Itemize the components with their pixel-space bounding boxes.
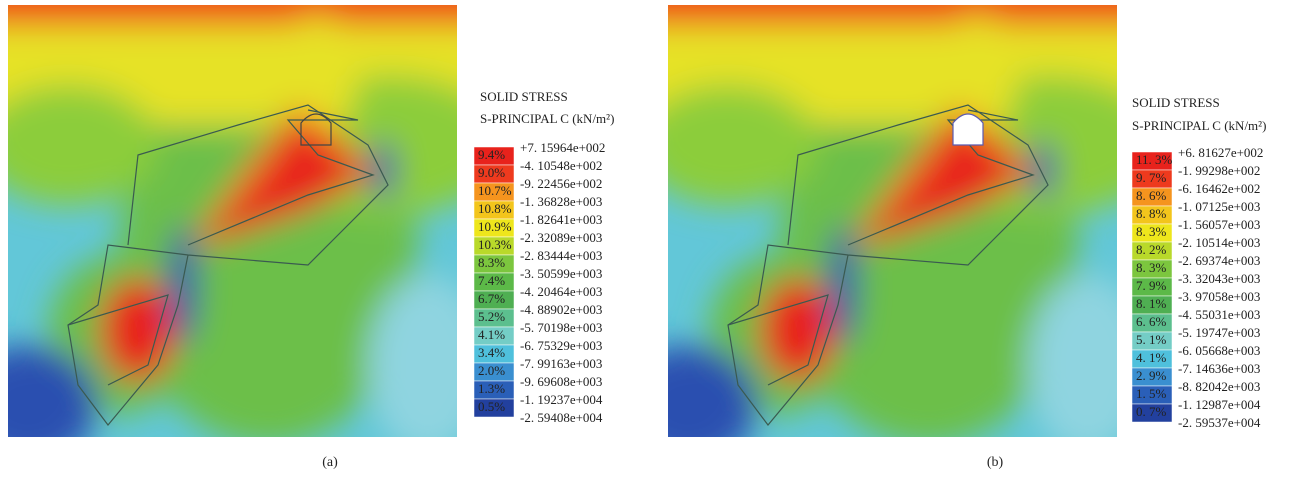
legend-value: -1. 56057e+003 (1178, 217, 1260, 232)
legend-percent: 7.4% (478, 273, 505, 288)
legend-percent: 0.5% (478, 399, 505, 414)
contour-plot (0, 0, 508, 465)
legend-title: S-PRINCIPAL C (kN/m²) (480, 111, 614, 126)
legend-percent: 10.7% (478, 183, 512, 198)
legend-value: -4. 55031e+003 (1178, 307, 1260, 322)
legend-percent: 8. 1% (1136, 296, 1167, 311)
tunnel (953, 114, 983, 145)
legend-value: -4. 20464e+003 (520, 284, 602, 299)
legend-value: +7. 15964e+002 (520, 140, 605, 155)
legend-value: -2. 83444e+003 (520, 248, 602, 263)
legend-percent: 3.4% (478, 345, 505, 360)
legend-percent: 10.3% (478, 237, 512, 252)
legend-value: -1. 82641e+003 (520, 212, 602, 227)
legend-percent: 2.0% (478, 363, 505, 378)
caption: (a) (322, 455, 338, 470)
legend-percent: 6. 6% (1136, 314, 1167, 329)
legend-value: -7. 99163e+003 (520, 356, 602, 371)
legend-percent: 7. 9% (1136, 278, 1167, 293)
stress-region (1028, 275, 1148, 455)
stress-region (0, 0, 498, 25)
legend-percent: 1.3% (478, 381, 505, 396)
stress-region (368, 275, 488, 455)
legend-value: -1. 12987e+004 (1178, 397, 1261, 412)
stress-region (1031, 140, 1055, 200)
legend-title: S-PRINCIPAL C (kN/m²) (1132, 118, 1266, 133)
legend-percent: 6.7% (478, 291, 505, 306)
legend-percent: 8. 8% (1136, 206, 1167, 221)
legend-percent: 9. 7% (1136, 170, 1167, 185)
legend-percent: 8. 2% (1136, 242, 1167, 257)
legend-percent: 5. 1% (1136, 332, 1167, 347)
legend-value: -5. 70198e+003 (520, 320, 602, 335)
stress-region (760, 278, 836, 382)
legend-value: -9. 69608e+003 (520, 374, 602, 389)
legend-value: -1. 99298e+002 (1178, 163, 1260, 178)
legend-percent: 10.8% (478, 201, 512, 216)
legend-value: -6. 16462e+002 (1178, 181, 1260, 196)
legend-value: -2. 69374e+003 (1178, 253, 1260, 268)
stress-region (638, 85, 818, 205)
legend-value: -1. 36828e+003 (520, 194, 602, 209)
legend-value: -6. 75329e+003 (520, 338, 602, 353)
legend-value: -2. 32089e+003 (520, 230, 602, 245)
legend-percent: 5.2% (478, 309, 505, 324)
legend-value: -4. 88902e+003 (520, 302, 602, 317)
legend-value: -7. 14636e+003 (1178, 361, 1260, 376)
legend-percent: 8. 3% (1136, 260, 1167, 275)
legend-percent: 9.4% (478, 147, 505, 162)
legend-percent: 0. 7% (1136, 404, 1167, 419)
legend-value: -2. 10514e+003 (1178, 235, 1260, 250)
legend-value: -1. 19237e+004 (520, 392, 603, 407)
legend-value: -6. 05668e+003 (1178, 343, 1260, 358)
legend-percent: 8.3% (478, 255, 505, 270)
legend-percent: 1. 5% (1136, 386, 1167, 401)
legend-value: -3. 50599e+003 (520, 266, 602, 281)
legend-percent: 9.0% (478, 165, 505, 180)
legend-value: -1. 07125e+003 (1178, 199, 1260, 214)
legend-value: -8. 82042e+003 (1178, 379, 1260, 394)
legend-percent: 8. 6% (1136, 188, 1167, 203)
legend-percent: 11. 3% (1136, 152, 1173, 167)
legend-value: -4. 10548e+002 (520, 158, 602, 173)
figure: SOLID STRESS S-PRINCIPAL C (kN/m²) SOLID… (0, 0, 1314, 477)
legend-value: -5. 19747e+003 (1178, 325, 1260, 340)
legend-value: -2. 59408e+004 (520, 410, 603, 425)
legend-value: -3. 97058e+003 (1178, 289, 1260, 304)
caption: (b) (987, 455, 1004, 470)
legend-title: SOLID STRESS (1132, 95, 1220, 110)
legend-value: -9. 22456e+002 (520, 176, 602, 191)
legend-value: -2. 59537e+004 (1178, 415, 1261, 430)
legend-percent: 10.9% (478, 219, 512, 234)
legend-percent: 8. 3% (1136, 224, 1167, 239)
legend-percent: 4.1% (478, 327, 505, 342)
stress-region (100, 278, 176, 382)
contour-plot (618, 0, 1168, 465)
legend-value: -3. 32043e+003 (1178, 271, 1260, 286)
stress-region (618, 345, 758, 465)
legend-title: SOLID STRESS (480, 89, 568, 104)
stress-region (371, 140, 395, 200)
legend-value: +6. 81627e+002 (1178, 145, 1263, 160)
stress-region (628, 0, 1158, 25)
legend-percent: 2. 9% (1136, 368, 1167, 383)
legend-percent: 4. 1% (1136, 350, 1167, 365)
